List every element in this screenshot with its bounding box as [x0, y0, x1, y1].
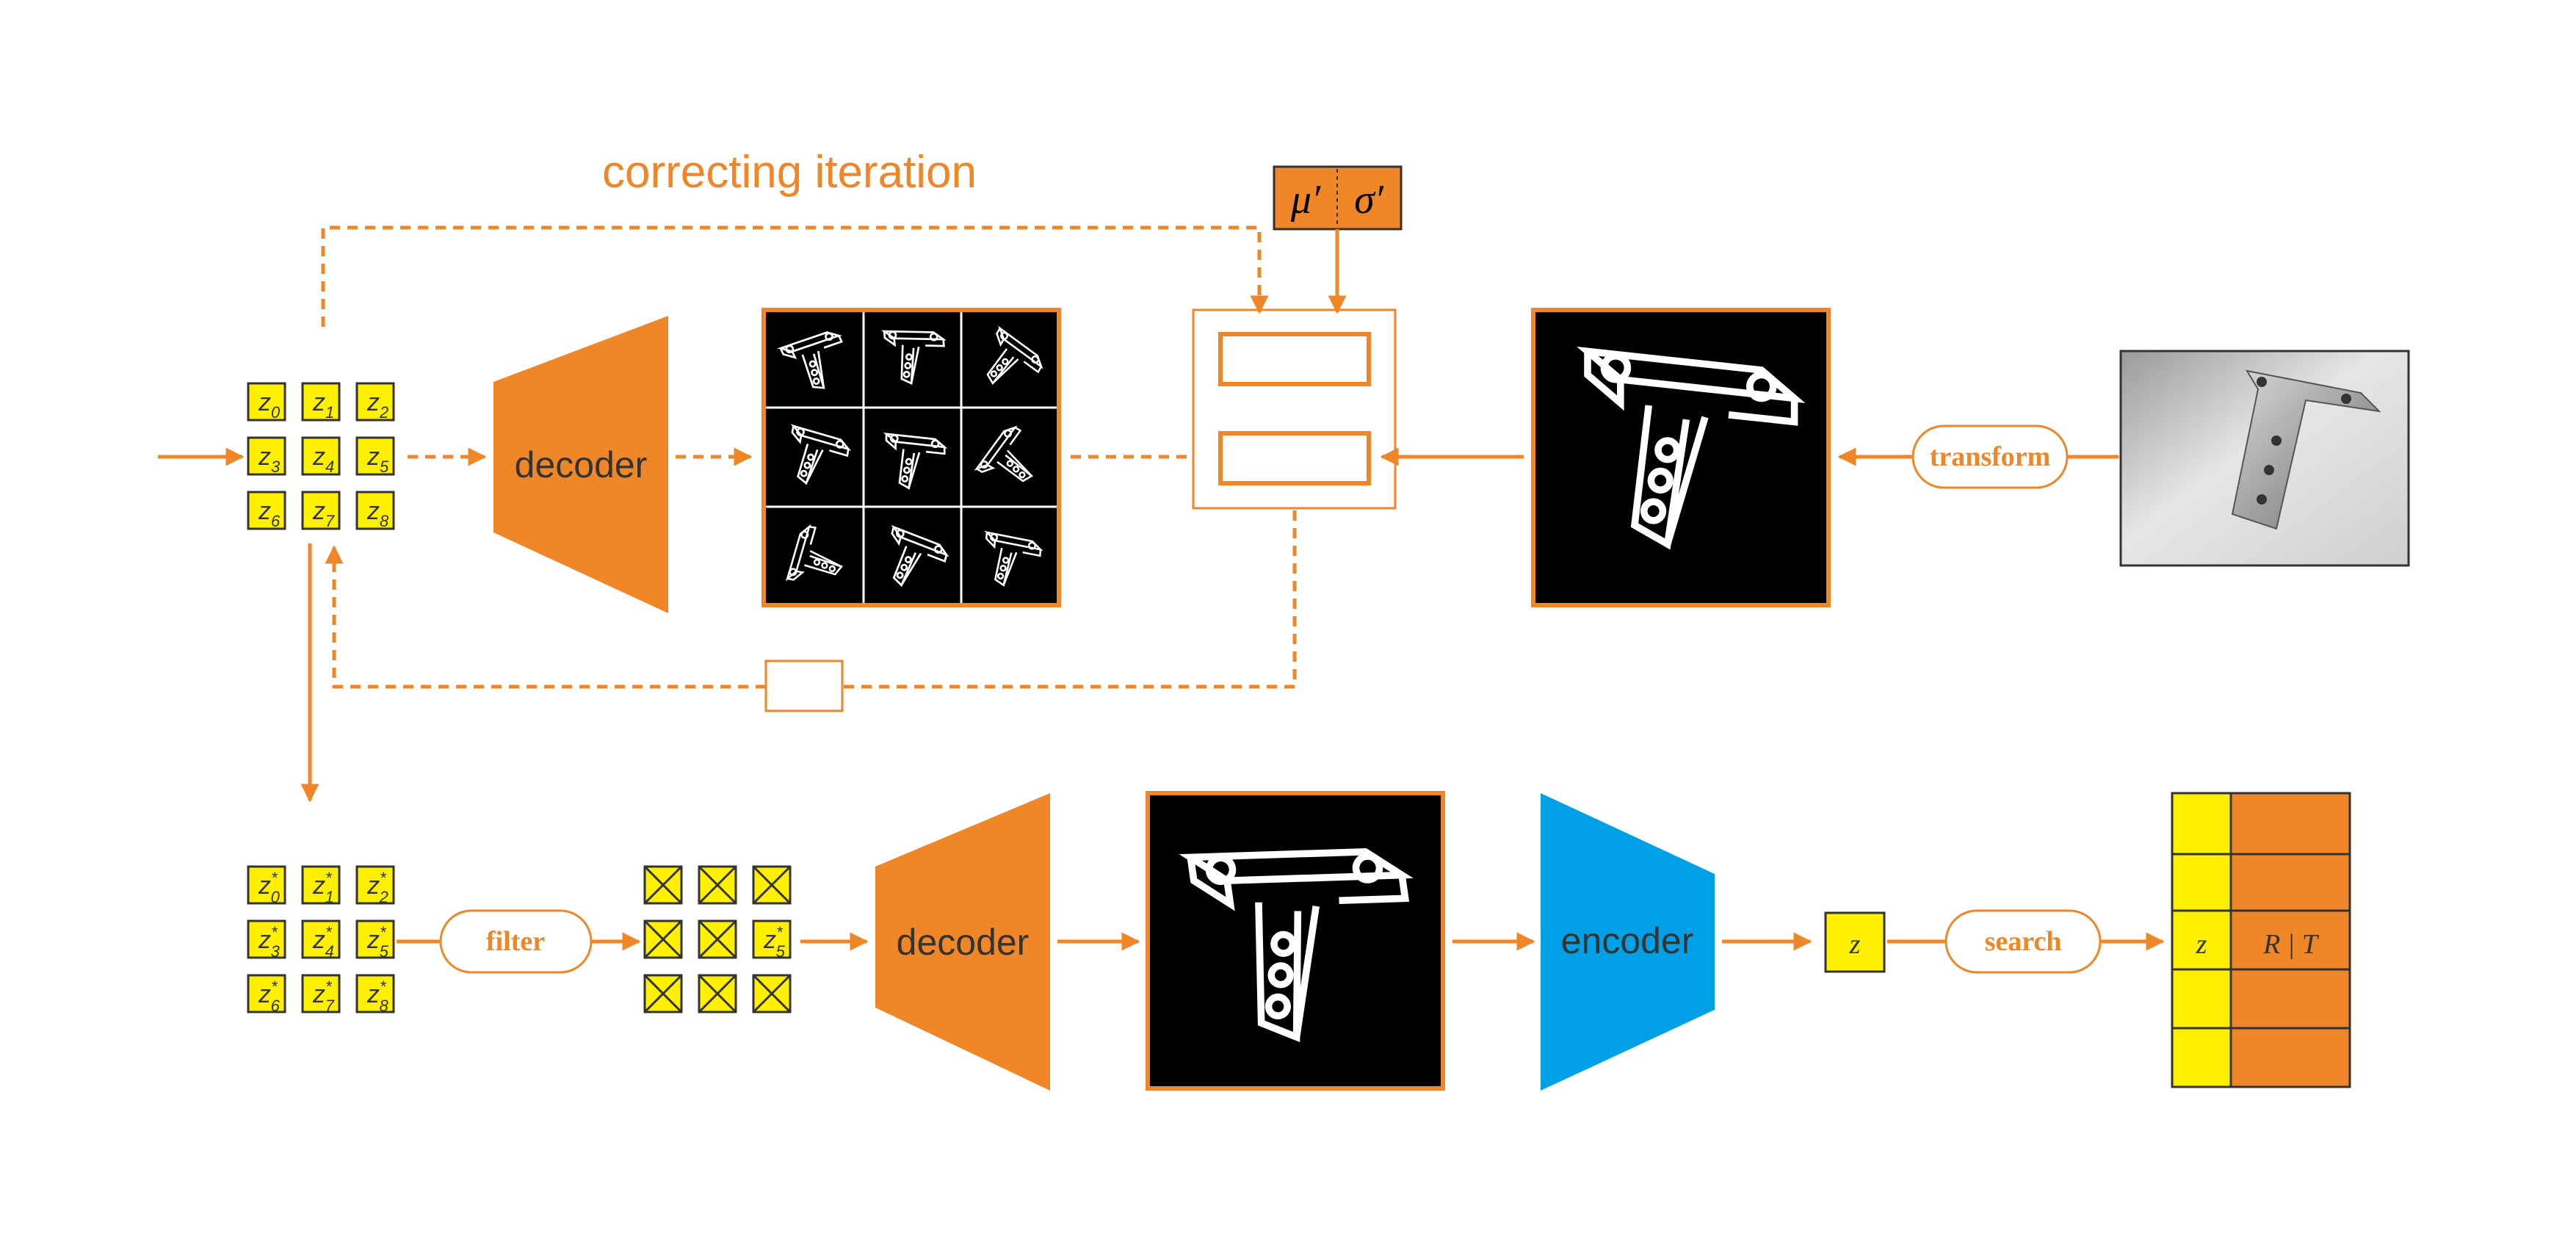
search-pill: search: [1944, 909, 2102, 974]
latent-top-cell-5: z5: [355, 436, 395, 476]
latent-bottom-cell-8: z* 8: [355, 974, 395, 1015]
decoder-bottom: decoder: [875, 793, 1050, 1091]
latent-bottom-cell-3: z* 3: [247, 919, 286, 961]
latent-top-cell-8: z8: [355, 491, 395, 530]
latent-bottom-cell-label-0: z* 0: [258, 869, 281, 906]
latent-grid-top: z0 z1 z2 z3 z4 z5 z6 z7 z8: [247, 382, 395, 530]
latent-z-label: z: [1849, 929, 1861, 960]
input-photo: [2119, 350, 2410, 567]
filtered-cell-4: [698, 919, 737, 959]
table-z-label: z: [2196, 929, 2207, 960]
table-rt-label: R | T: [2262, 929, 2320, 960]
latent-grid-bottom: z* 0 z* 1 z* 2 z* 3 z* 4 z* 5 z* 6 z* 7 z* 8: [247, 865, 395, 1015]
latent-top-cell-2: z2: [355, 382, 395, 422]
edge-image: [1531, 308, 1831, 607]
codebook-table: z R | T: [2171, 792, 2351, 1088]
correcting-iteration-label: correcting iteration: [602, 147, 977, 198]
filtered-cell-3: [643, 919, 683, 959]
encoder-label: encoder: [1561, 920, 1694, 961]
final-render: [1146, 791, 1445, 1091]
feedback-box: [764, 659, 844, 712]
filtered-cell-0: [643, 865, 683, 905]
filtered-cell-7: [698, 974, 737, 1013]
search-label: search: [1985, 926, 2062, 957]
mu-label: μ′: [1290, 177, 1321, 223]
decoder-top: decoder: [493, 316, 668, 613]
latent-top-cell-label-6: z6: [258, 497, 281, 530]
transform-label: transform: [1930, 441, 2051, 472]
latent-z-box: z: [1824, 911, 1886, 973]
latent-top-cell-4: z4: [301, 436, 341, 476]
latent-top-cell-label-7: z7: [312, 497, 335, 530]
filtered-cell-8: [752, 974, 792, 1013]
decoder-bottom-label: decoder: [897, 922, 1030, 963]
transform-pill: transform: [1911, 424, 2069, 489]
correcting-iteration-loop: [321, 225, 1269, 327]
latent-bottom-cell-0: z* 0: [247, 865, 286, 906]
generated-image-grid: [761, 308, 1061, 607]
filtered-cell-2: [752, 865, 792, 905]
latent-top-cell-1: z1: [301, 382, 341, 422]
latent-top-cell-3: z3: [247, 436, 286, 476]
latent-top-cell-0: z0: [247, 382, 286, 422]
filtered-cell-1: [698, 865, 737, 905]
encoder: encoder: [1541, 793, 1715, 1091]
sigma-label: σ′: [1354, 177, 1384, 223]
latent-top-cell-6: z6: [247, 491, 286, 530]
filtered-grid: z* 5: [643, 865, 792, 1013]
decoder-top-label: decoder: [515, 444, 648, 485]
latent-bottom-cell-5: z* 5: [355, 919, 395, 961]
compare-slot-top: [1218, 332, 1371, 386]
latent-bottom-cell-2: z* 2: [355, 865, 395, 906]
latent-bottom-cell-7: z* 7: [301, 974, 341, 1015]
filtered-cell-5: z* 5: [752, 919, 792, 961]
filter-label: filter: [486, 926, 545, 957]
latent-top-cell-label-0: z0: [258, 388, 281, 422]
mu-sigma-box: μ′ σ′: [1273, 165, 1403, 231]
latent-top-cell-7: z7: [301, 491, 341, 530]
comparison-block: [1192, 308, 1397, 510]
latent-bottom-cell-4: z* 4: [301, 919, 341, 961]
filter-pill: filter: [439, 909, 593, 974]
latent-bottom-cell-1: z* 1: [301, 865, 341, 906]
compare-slot-bottom: [1218, 431, 1371, 485]
filtered-cell-6: [643, 974, 683, 1013]
latent-bottom-cell-6: z* 6: [247, 974, 286, 1015]
